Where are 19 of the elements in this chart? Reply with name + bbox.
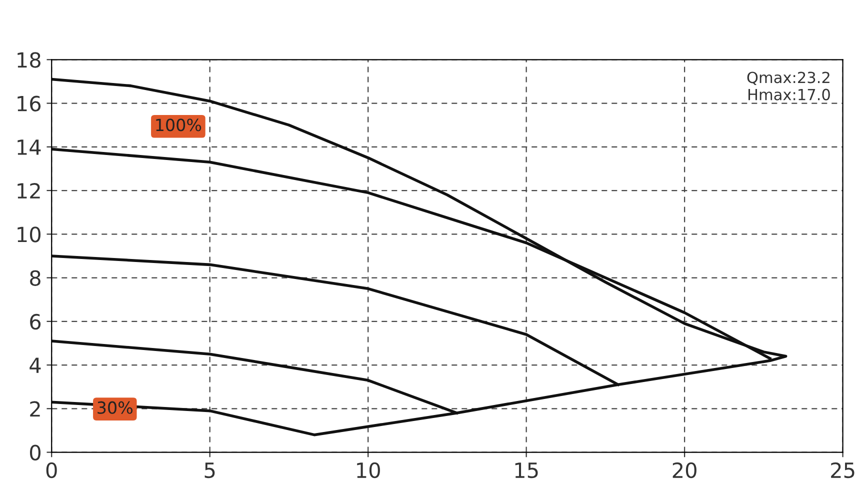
y-tick-label: 4	[30, 358, 41, 373]
y-tick-label: 16	[18, 96, 41, 112]
x-tick-label: 10	[357, 462, 380, 478]
x-tick-label: 20	[672, 462, 696, 478]
x-tick-label: 25	[831, 462, 854, 478]
annotation: Qmax:23.2 Hmax:17.0	[747, 72, 830, 100]
y-tick-label: 12	[18, 182, 40, 198]
annotation: 100%	[156, 118, 202, 132]
x-tick-label: 15	[515, 462, 538, 478]
annotation: 30%	[98, 401, 132, 414]
y-tick-label: 6	[30, 314, 41, 330]
y-tick-label: 18	[18, 52, 40, 68]
y-tick-label: 8	[30, 270, 40, 286]
y-tick-label: 2	[30, 401, 40, 417]
x-tick-label: 0	[46, 462, 57, 478]
y-tick-label: 0	[30, 444, 40, 460]
y-tick-label: 10	[18, 226, 40, 242]
x-tick-label: 5	[204, 462, 215, 478]
y-tick-label: 14	[18, 140, 41, 155]
